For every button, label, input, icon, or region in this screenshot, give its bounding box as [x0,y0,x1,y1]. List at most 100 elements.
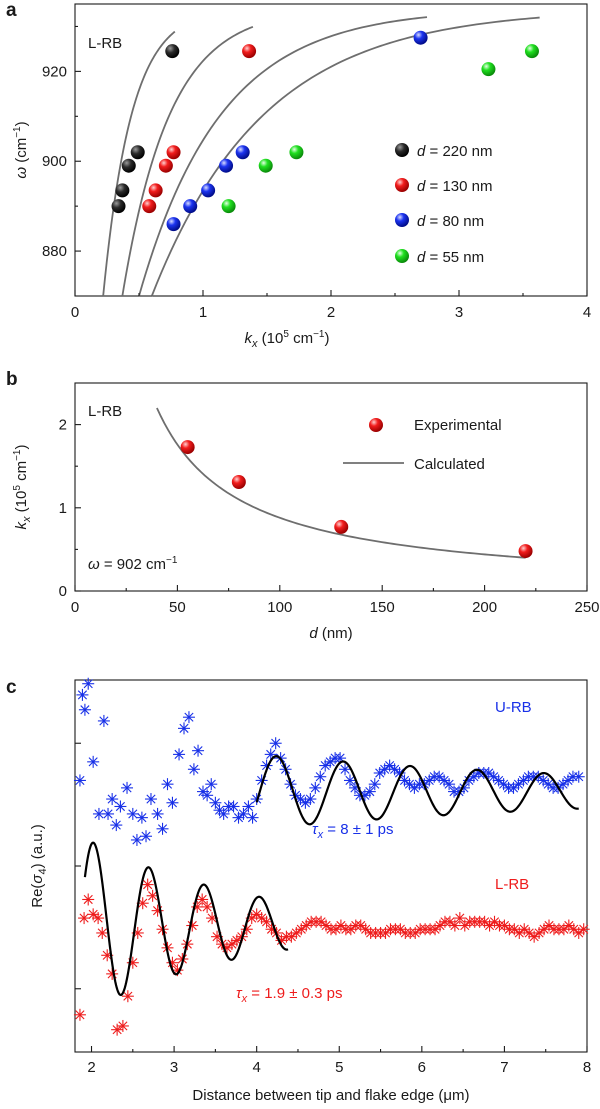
legend-marker-130nm [395,178,409,192]
panel-c-xtick-label: 8 [583,1059,591,1076]
asterisk-point-u-rb [388,763,401,776]
asterisk-point-u-rb [187,763,200,776]
dispersion-curve-220nm [102,30,176,297]
panel-c-xtick-label: 5 [335,1059,343,1076]
legend-eq-220: = [425,143,442,160]
panel-a-annotation: L-RB [88,35,122,52]
panel-c-xtick-label: 3 [170,1059,178,1076]
panel-b-legend: Experimental Calculated [343,417,502,473]
asterisk-point-u-rb [309,781,322,794]
asterisk-point-u-rb [319,759,332,772]
panel-b-xtick-label: 0 [71,599,79,616]
asterisk-point-l-rb [87,908,100,921]
asterisk-point-u-rb [205,778,218,791]
series-label-lrb: L-RB [495,876,529,893]
panel-c-xtick-label: 4 [253,1059,261,1076]
dispersion-curve-55nm [150,16,540,297]
legend-marker-80nm [395,213,409,227]
asterisk-point-u-rb [121,781,134,794]
panel-c-xlabel: Distance between tip and flake edge (μm) [192,1087,469,1104]
asterisk-point-u-rb [237,807,250,820]
panel-a-xtick-label: 3 [455,304,463,321]
asterisk-point-u-rb [135,811,148,824]
data-point-55nm [524,44,539,59]
asterisk-point-u-rb [144,793,157,806]
data-point-80nm [219,158,234,173]
legend-d-55: d [417,249,426,266]
asterisk-point-u-rb [182,711,195,724]
panel-a-xtick-label: 2 [327,304,335,321]
asterisk-point-l-rb [488,915,501,928]
panel-c-xtick-label: 7 [500,1059,508,1076]
legend-item-220nm: d = 220 nm [395,143,493,160]
asterisk-point-l-rb [78,912,91,925]
experimental-point [518,544,533,559]
panel-a: a 0 1 2 3 4 880 900 920 L-RB d = 220 nm d = 130… [6,0,591,350]
legend-item-55nm: d = 55 nm [395,249,484,266]
legend-marker-55nm [395,249,409,263]
panel-b-annotation: L-RB [88,403,122,420]
panel-b-xtick-label: 100 [267,599,292,616]
legend-d-220: d [417,143,426,160]
calculated-curve [156,407,526,559]
panel-b-ytick-label: 1 [59,500,67,517]
asterisk-point-u-rb [110,819,123,832]
asterisk-point-l-rb [453,912,466,925]
panel-b-note: ω = 902 cm−1 [88,555,178,573]
legend-value-55nm: 55 nm [442,249,484,266]
panel-b-xtick-label: 150 [370,599,395,616]
asterisk-point-u-rb [339,763,352,776]
asterisk-point-u-rb [398,774,411,787]
legend-value-220nm: 220 nm [442,143,492,160]
asterisk-point-l-rb [196,893,209,906]
asterisk-point-l-rb [379,926,392,939]
panel-c-points [73,677,590,1036]
panel-c-ylabel: Re(σ4) (a.u.) [29,824,49,908]
legend-calculated: Calculated [414,456,485,473]
asterisk-point-l-rb [354,919,367,932]
asterisk-point-l-rb [344,923,357,936]
tau-lrb: τx = 1.9 ± 0.3 ps [236,985,343,1005]
legend-eq-80: = [425,213,442,230]
asterisk-point-l-rb [111,1023,124,1036]
asterisk-point-u-rb [269,737,282,750]
svg-text:d = 80 nm: d = 80 nm [417,213,484,230]
experimental-point [334,519,349,534]
asterisk-point-u-rb [209,796,222,809]
data-point-220nm [111,199,126,214]
asterisk-point-u-rb [227,800,240,813]
asterisk-point-u-rb [192,744,205,757]
dispersion-curve-80nm [138,16,428,297]
asterisk-point-u-rb [130,833,143,846]
experimental-point [180,440,195,455]
panel-c-fits [83,755,579,997]
legend-marker-experimental [369,418,383,432]
panel-b-xtick-label: 200 [472,599,497,616]
panel-a-xtick-label: 0 [71,304,79,321]
asterisk-point-u-rb [76,688,89,701]
data-point-130nm [148,183,163,198]
asterisk-point-u-rb [140,830,153,843]
asterisk-point-u-rb [408,781,421,794]
legend-value-130nm: 130 nm [442,178,492,195]
legend-eq-55: = [425,249,442,266]
asterisk-point-u-rb [373,767,386,779]
data-point-55nm [481,62,496,77]
data-point-80nm [183,199,198,214]
asterisk-point-u-rb [173,748,186,761]
data-point-220nm [165,44,180,59]
panel-a-ytick-label: 900 [42,153,67,170]
asterisk-point-u-rb [201,789,214,802]
legend-value-80nm: 80 nm [442,213,484,230]
asterisk-point-l-rb [523,926,536,939]
asterisk-point-u-rb [126,807,139,820]
panel-a-xtick-label: 4 [583,304,591,321]
data-point-55nm [221,199,236,214]
panel-a-ylabel: ω (cm−1) [12,121,30,178]
fit-curve-l-rb [83,841,289,997]
data-point-130nm [242,44,257,59]
legend-item-80nm: d = 80 nm [395,213,484,230]
data-point-80nm [235,145,250,160]
svg-text:d = 55 nm: d = 55 nm [417,249,484,266]
